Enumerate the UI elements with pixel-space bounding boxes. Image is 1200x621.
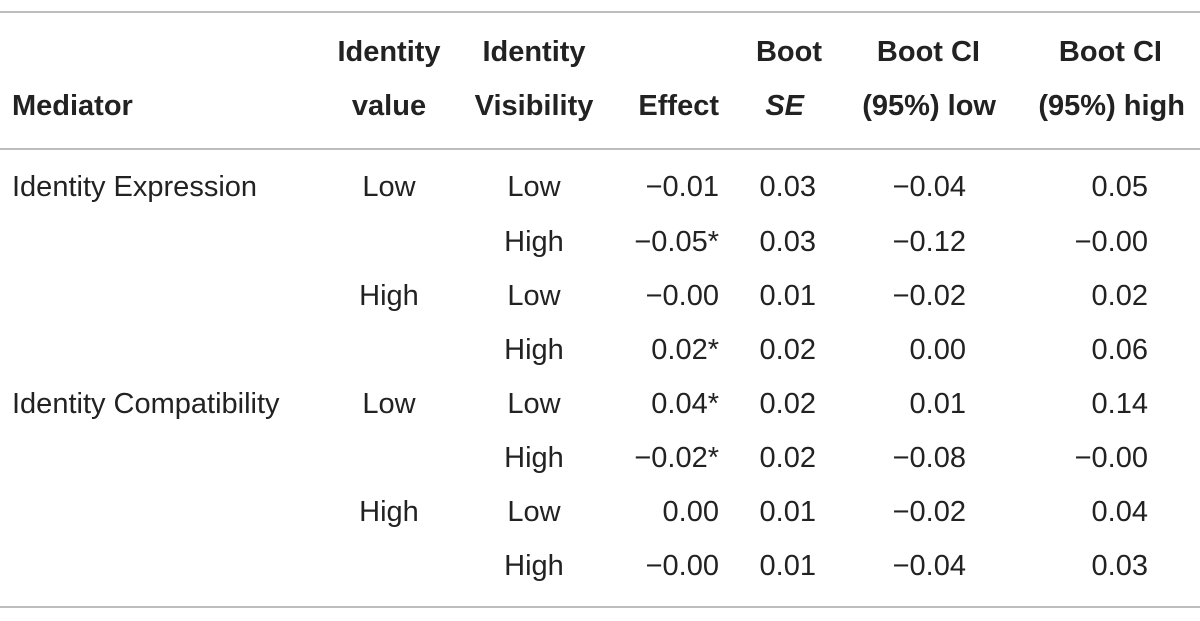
cell-identity-value: Low — [362, 171, 416, 203]
header-boot-se-line2: SE — [765, 90, 804, 122]
header-ci-low-line1: Boot CI — [876, 36, 980, 68]
cell-identity-visibility: Low — [507, 496, 561, 528]
cell-boot-se: 0.01 — [759, 280, 816, 312]
cell-boot-se: 0.01 — [759, 550, 816, 582]
cell-effect: 0.00 — [662, 496, 719, 528]
header-ci-high-line1: Boot CI — [1058, 36, 1162, 68]
cell-effect: −0.01 — [645, 171, 719, 203]
cell-effect: −0.00 — [645, 280, 719, 312]
cell-ci-high: 0.02 — [1091, 280, 1148, 312]
cell-ci-high: 0.04 — [1091, 496, 1148, 528]
cell-ci-low: −0.04 — [892, 171, 966, 203]
cell-identity-visibility: High — [504, 442, 564, 474]
cell-effect: −0.05* — [634, 226, 719, 258]
cell-boot-se: 0.02 — [759, 442, 816, 474]
table-top-rule — [0, 11, 1200, 13]
cell-identity-value: Low — [362, 388, 416, 420]
cell-identity-value: High — [359, 496, 419, 528]
cell-effect: 0.02* — [651, 334, 719, 366]
cell-identity-visibility: High — [504, 334, 564, 366]
header-identity-value-line1: Identity — [337, 36, 441, 68]
header-identity-visibility-line1: Identity — [482, 36, 586, 68]
cell-ci-high: 0.05 — [1091, 171, 1148, 203]
cell-identity-visibility: High — [504, 550, 564, 582]
header-ci-low-line2: (95%) low — [862, 90, 996, 122]
cell-identity-visibility: Low — [507, 388, 561, 420]
header-effect: Effect — [638, 90, 719, 122]
cell-boot-se: 0.01 — [759, 496, 816, 528]
cell-boot-se: 0.03 — [759, 171, 816, 203]
cell-identity-value: High — [359, 280, 419, 312]
cell-identity-visibility: Low — [507, 171, 561, 203]
cell-mediator: Identity Expression — [12, 171, 258, 203]
header-identity-value-line2: value — [351, 90, 427, 122]
cell-identity-visibility: High — [504, 226, 564, 258]
cell-effect: −0.00 — [645, 550, 719, 582]
cell-ci-low: −0.04 — [892, 550, 966, 582]
cell-effect: 0.04* — [651, 388, 719, 420]
cell-ci-low: −0.08 — [892, 442, 966, 474]
cell-ci-high: 0.06 — [1091, 334, 1148, 366]
cell-ci-high: −0.00 — [1074, 226, 1148, 258]
cell-ci-high: −0.00 — [1074, 442, 1148, 474]
cell-ci-low: 0.01 — [909, 388, 966, 420]
cell-boot-se: 0.02 — [759, 334, 816, 366]
table-bottom-rule — [0, 606, 1200, 608]
cell-ci-low: 0.00 — [909, 334, 966, 366]
header-mediator: Mediator — [12, 90, 133, 122]
cell-ci-low: −0.02 — [892, 496, 966, 528]
cell-boot-se: 0.02 — [759, 388, 816, 420]
cell-ci-low: −0.02 — [892, 280, 966, 312]
header-ci-high-line2: (95%) high — [1038, 90, 1185, 122]
cell-effect: −0.02* — [634, 442, 719, 474]
cell-ci-low: −0.12 — [892, 226, 966, 258]
header-boot-se-line1: Boot — [755, 36, 822, 68]
cell-ci-high: 0.14 — [1091, 388, 1148, 420]
header-identity-visibility-line2: Visibility — [474, 90, 594, 122]
cell-mediator: Identity Compatibility — [12, 388, 280, 420]
cell-ci-high: 0.03 — [1091, 550, 1148, 582]
header-bottom-rule — [0, 148, 1200, 150]
cell-boot-se: 0.03 — [759, 226, 816, 258]
cell-identity-visibility: Low — [507, 280, 561, 312]
